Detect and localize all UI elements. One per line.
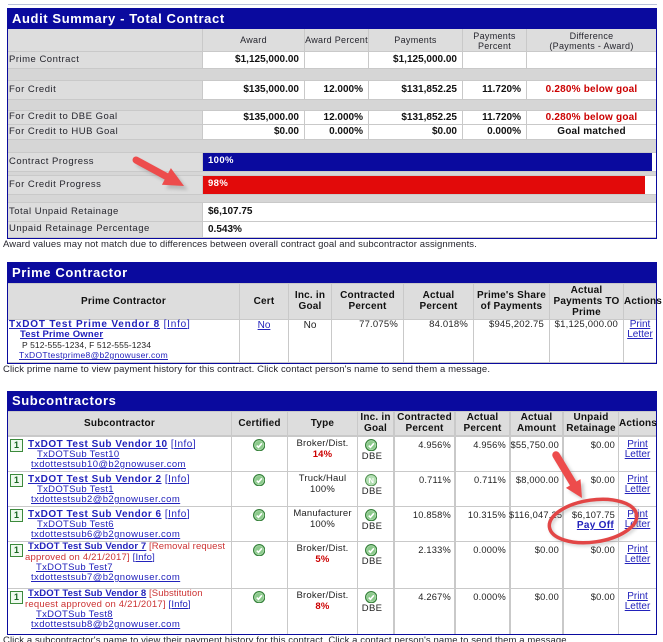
svg-text:N: N [368, 476, 374, 485]
